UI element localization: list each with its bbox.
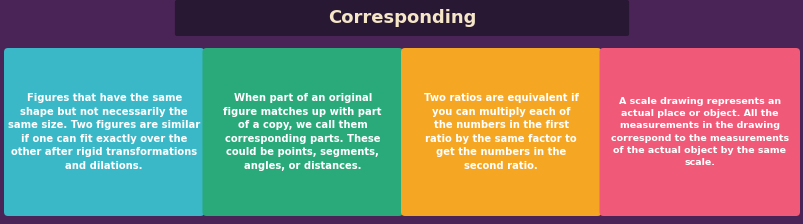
Text: Figures that have the same
shape but not necessarily the
same size. Two figures : Figures that have the same shape but not… <box>8 93 200 171</box>
Text: Two ratios are equivalent if
you can multiply each of
the numbers in the first
r: Two ratios are equivalent if you can mul… <box>423 93 578 171</box>
FancyBboxPatch shape <box>401 48 601 216</box>
FancyBboxPatch shape <box>4 48 204 216</box>
Text: Corresponding: Corresponding <box>328 9 475 27</box>
FancyBboxPatch shape <box>175 0 628 36</box>
FancyBboxPatch shape <box>202 48 402 216</box>
Text: A scale drawing represents an
actual place or object. All the
measurements in th: A scale drawing represents an actual pla… <box>610 97 788 167</box>
Text: When part of an original
figure matches up with part
of a copy, we call them
cor: When part of an original figure matches … <box>223 93 381 171</box>
FancyBboxPatch shape <box>599 48 799 216</box>
